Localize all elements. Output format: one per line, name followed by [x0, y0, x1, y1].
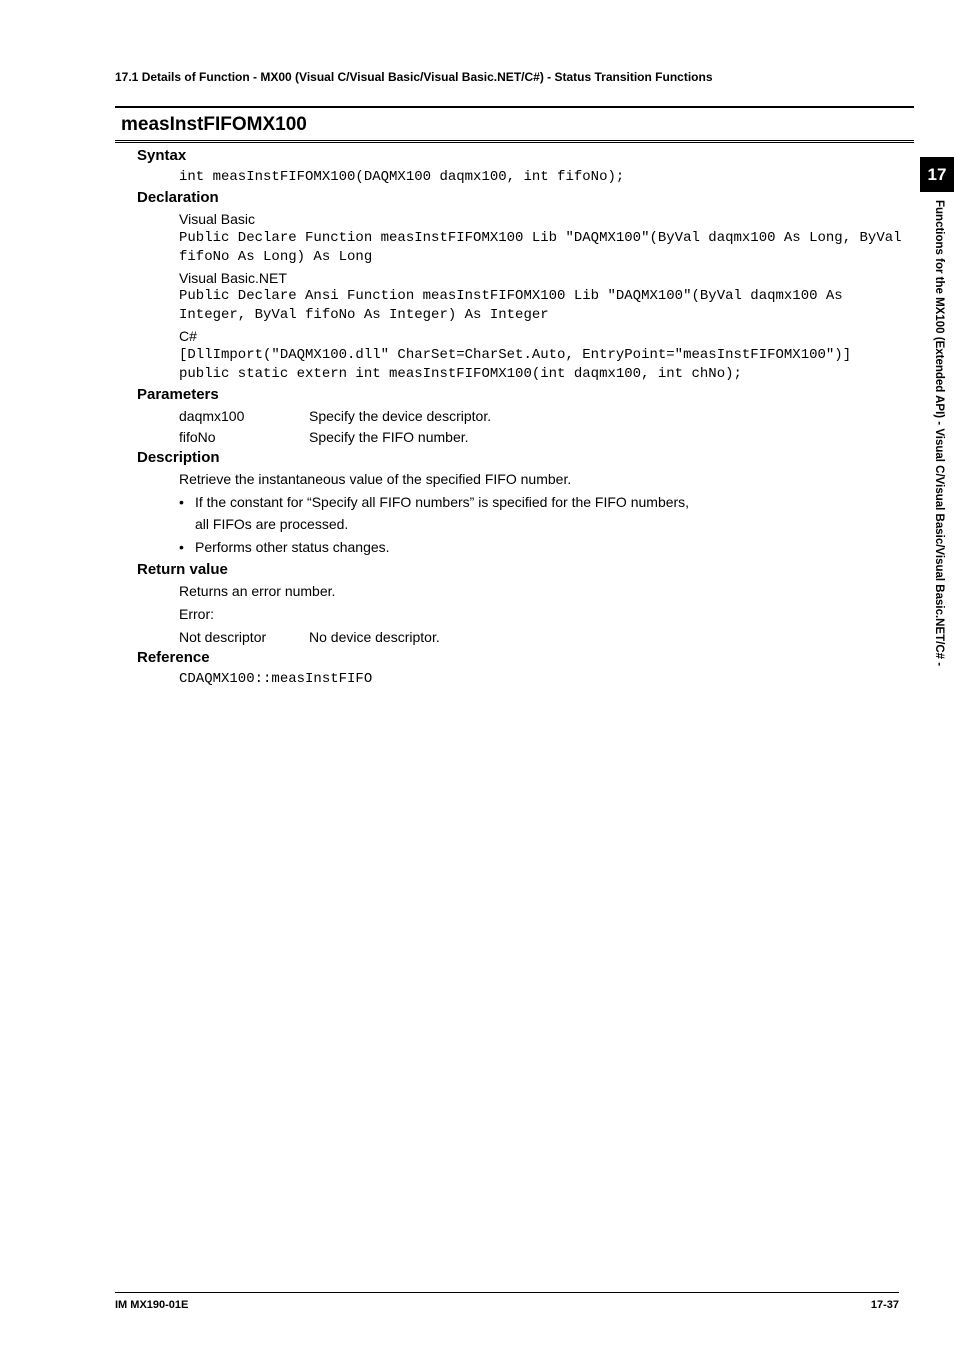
vbnet-label: Visual Basic.NET: [179, 269, 914, 288]
param-name: daqmx100: [179, 407, 309, 426]
side-label: Functions for the MX100 (Extended API) -…: [929, 200, 945, 900]
chapter-tab: 17: [920, 157, 954, 192]
function-title: measInstFIFOMX100: [115, 112, 914, 136]
bullet-line: If the constant for “Specify all FIFO nu…: [195, 494, 689, 510]
description-lead: Retrieve the instantaneous value of the …: [179, 470, 914, 489]
return-row: Not descriptor No device descriptor.: [179, 628, 914, 647]
vb-label: Visual Basic: [179, 210, 914, 229]
reference-heading: Reference: [137, 649, 914, 666]
cs-label: C#: [179, 327, 914, 346]
vbnet-code: Public Declare Ansi Function measInstFIF…: [179, 287, 914, 325]
return-heading: Return value: [137, 561, 914, 578]
param-name: fifoNo: [179, 428, 309, 447]
declaration-heading: Declaration: [137, 189, 914, 206]
footer-right: 17-37: [871, 1299, 899, 1311]
title-underline: [115, 142, 914, 143]
return-line: Returns an error number.: [179, 582, 914, 601]
footer: IM MX190-01E 17-37: [115, 1292, 899, 1311]
description-bullet: Performs other status changes.: [179, 538, 914, 557]
bullet-subline: all FIFOs are processed.: [195, 515, 914, 534]
return-key: Not descriptor: [179, 628, 309, 647]
title-rule: measInstFIFOMX100: [115, 106, 914, 141]
param-desc: Specify the device descriptor.: [309, 407, 491, 426]
syntax-heading: Syntax: [137, 147, 914, 164]
return-desc: No device descriptor.: [309, 628, 440, 647]
page-header: 17.1 Details of Function - MX00 (Visual …: [115, 70, 914, 88]
cs-code-2: public static extern int measInstFIFOMX1…: [179, 365, 914, 384]
vb-code: Public Declare Function measInstFIFOMX10…: [179, 229, 914, 267]
parameters-heading: Parameters: [137, 386, 914, 403]
footer-left: IM MX190-01E: [115, 1299, 188, 1311]
description-heading: Description: [137, 449, 914, 466]
return-line: Error:: [179, 605, 914, 624]
param-row: daqmx100 Specify the device descriptor.: [179, 407, 914, 426]
description-bullet: If the constant for “Specify all FIFO nu…: [179, 493, 914, 535]
reference-code: CDAQMX100::measInstFIFO: [179, 670, 914, 689]
param-desc: Specify the FIFO number.: [309, 428, 469, 447]
param-row: fifoNo Specify the FIFO number.: [179, 428, 914, 447]
syntax-code: int measInstFIFOMX100(DAQMX100 daqmx100,…: [179, 168, 914, 187]
cs-code-1: [DllImport("DAQMX100.dll" CharSet=CharSe…: [179, 346, 914, 365]
